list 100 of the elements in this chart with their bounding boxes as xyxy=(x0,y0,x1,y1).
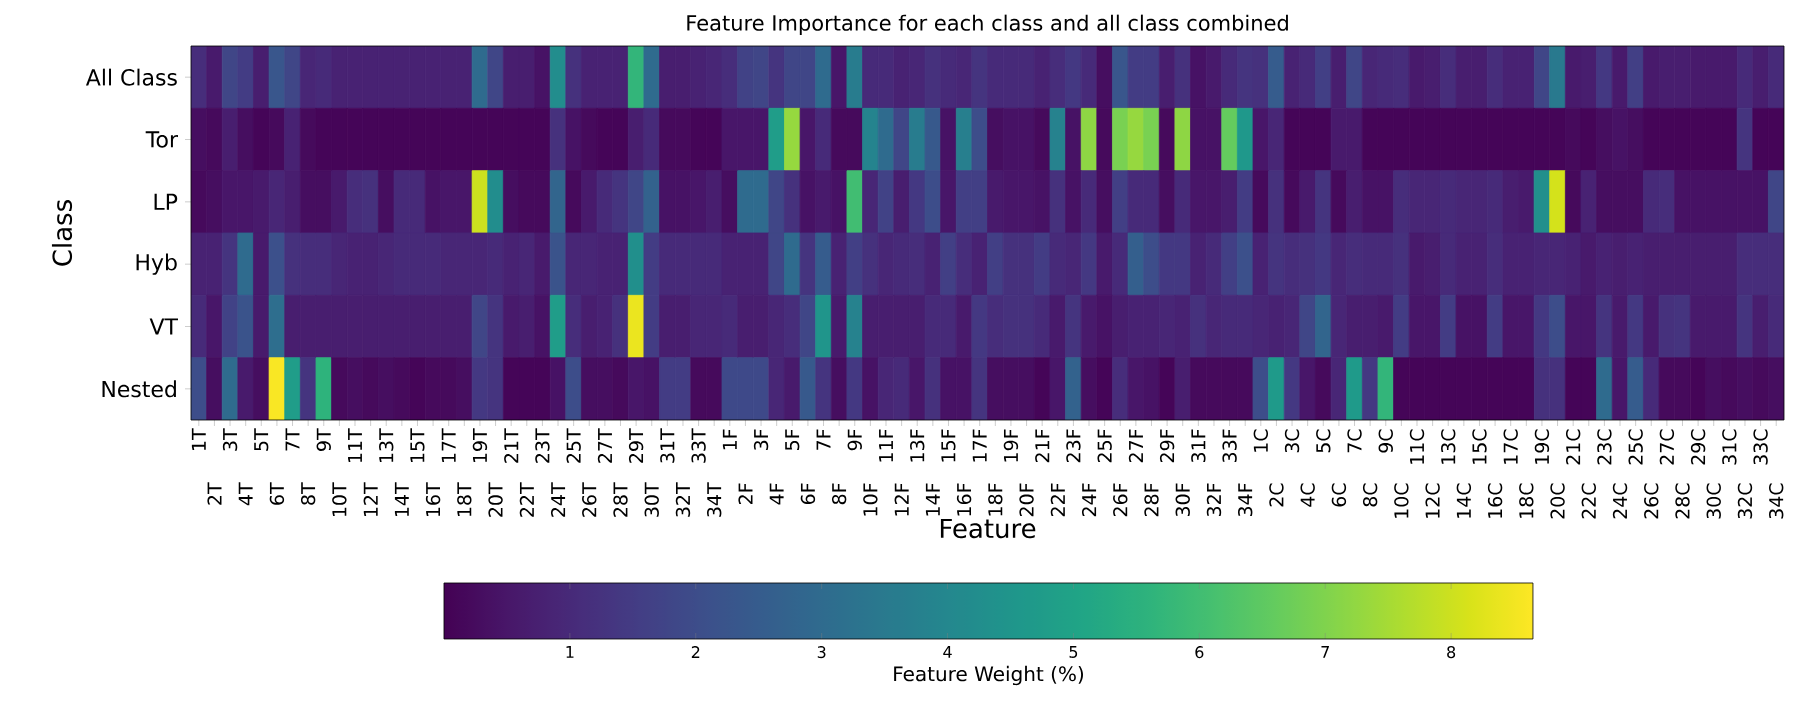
x-tick-label: 22F xyxy=(1050,483,1065,517)
x-tick-label: 33F xyxy=(1222,429,1237,463)
x-tick-label: 18T xyxy=(457,482,472,517)
x-tick-label: 23C xyxy=(1597,429,1612,465)
x-tick-label: 27T xyxy=(597,428,612,463)
x-tick-label: 22T xyxy=(519,482,534,517)
x-tick-label: 25C xyxy=(1628,429,1643,465)
x-tick-label: 24F xyxy=(1081,483,1097,517)
x-tick-label: 34C xyxy=(1769,483,1784,519)
x-tick-label: 32C xyxy=(1737,483,1753,519)
x-tick-label: 2T xyxy=(207,482,222,505)
x-tick-label: 17F xyxy=(972,429,987,462)
color-bar-label: 7 xyxy=(1321,646,1329,658)
x-tick-label: 20T xyxy=(488,482,503,517)
x-tick-label: 13F xyxy=(910,429,925,462)
x-tick-label: 8F xyxy=(831,483,847,505)
color-bar-title: Feature Weight (%) xyxy=(894,665,1084,686)
y-tick-label: Tor xyxy=(145,131,178,148)
y-axis-title: Class xyxy=(51,200,73,266)
x-tick-label: 3C xyxy=(1284,429,1300,453)
x-tick-label: 13C xyxy=(1441,429,1456,464)
x-tick-label: 14F xyxy=(925,483,940,516)
x-tick-label: 26C xyxy=(1644,483,1659,519)
x-tick-label: 9C xyxy=(1378,429,1393,453)
color-bar-label: 1 xyxy=(566,646,574,658)
x-tick-label: 11F xyxy=(879,429,893,462)
x-tick-label: 12F xyxy=(894,483,909,516)
x-tick-label: 28F xyxy=(1144,483,1159,517)
chart-title: Feature Importance for each class and all class combined xyxy=(687,14,1288,35)
x-tick-label: 29C xyxy=(1690,429,1706,465)
x-tick-label: 33T xyxy=(691,428,706,463)
x-tick-label: 31F xyxy=(1191,429,1206,463)
x-tick-label: 5C xyxy=(1316,429,1331,453)
x-tick-label: 4F xyxy=(769,483,784,505)
x-tick-label: 21C xyxy=(1565,429,1581,465)
x-tick-label: 21T xyxy=(504,428,519,463)
x-tick-label: 34T xyxy=(707,482,722,517)
x-tick-label: 23F xyxy=(1066,429,1081,463)
color-bar-label: 2 xyxy=(691,646,700,658)
x-tick-label: 12T xyxy=(363,482,378,517)
x-tick-label: 11C xyxy=(1409,429,1425,464)
x-tick-label: 4C xyxy=(1300,483,1315,507)
x-tick-label: 15T xyxy=(410,428,425,463)
x-tick-label: 2F xyxy=(738,483,753,505)
x-tick-label: 31C xyxy=(1722,429,1737,465)
x-tick-label: 9T xyxy=(316,428,331,451)
color-bar-label: 8 xyxy=(1447,646,1456,659)
x-tick-label: 16F xyxy=(956,483,972,516)
x-tick-label: 28T xyxy=(613,482,628,517)
x-tick-label: 19F xyxy=(1003,429,1019,462)
x-tick-label: 10C xyxy=(1394,483,1409,518)
x-tick-label: 5T xyxy=(254,428,269,451)
x-tick-label: 13T xyxy=(379,428,394,463)
x-tick-label: 18C xyxy=(1519,483,1534,518)
x-tick-label: 33C xyxy=(1753,429,1768,465)
x-tick-label: 17T xyxy=(441,428,456,463)
x-tick-label: 18F xyxy=(988,483,1003,516)
x-tick-label: 3F xyxy=(753,429,769,450)
y-tick-label: VT xyxy=(149,318,178,335)
x-tick-label: 7F xyxy=(816,429,831,450)
x-tick-label: 32T xyxy=(675,482,691,517)
x-tick-label: 8C xyxy=(1362,483,1378,507)
x-tick-label: 15C xyxy=(1472,429,1487,464)
x-tick-label: 14T xyxy=(394,482,409,517)
x-tick-label: 10F xyxy=(863,483,878,516)
x-tick-label: 8T xyxy=(300,482,316,505)
x-tick-label: 29T xyxy=(628,428,644,463)
x-tick-label: 7T xyxy=(285,428,300,451)
x-tick-label: 30C xyxy=(1706,483,1721,519)
color-bar-label: 3 xyxy=(817,646,826,659)
x-tick-label: 19T xyxy=(472,428,488,463)
x-tick-label: 32F xyxy=(1206,483,1222,517)
y-tick-label: Nested xyxy=(102,380,176,398)
x-tick-label: 24C xyxy=(1612,483,1628,519)
x-tick-label: 2C xyxy=(1269,483,1284,507)
x-tick-label: 9F xyxy=(847,429,862,451)
x-tick-label: 21F xyxy=(1035,429,1050,463)
y-tick-label: Hyb xyxy=(136,253,177,275)
x-tick-label: 1T xyxy=(191,428,206,450)
x-tick-label: 24T xyxy=(550,482,566,517)
x-tick-label: 30T xyxy=(644,482,659,517)
x-tick-label: 19C xyxy=(1534,429,1550,464)
x-tick-label: 27C xyxy=(1659,429,1675,465)
x-tick-label: 28C xyxy=(1675,483,1690,519)
x-tick-label: 1F xyxy=(722,429,737,450)
color-bar-label: 6 xyxy=(1195,646,1204,659)
x-tick-label: 14C xyxy=(1456,483,1472,518)
x-tick-label: 1C xyxy=(1253,429,1269,452)
x-tick-label: 29F xyxy=(1159,429,1175,463)
x-tick-label: 15F xyxy=(941,429,956,462)
x-axis-title: Feature xyxy=(940,518,1036,539)
x-tick-label: 16C xyxy=(1487,483,1503,518)
x-tick-label: 20F xyxy=(1019,483,1034,517)
x-tick-label: 10T xyxy=(332,482,347,517)
x-tick-label: 12C xyxy=(1425,483,1440,518)
x-tick-label: 16T xyxy=(425,482,441,517)
x-tick-label: 17C xyxy=(1503,429,1518,464)
x-tick-label: 20C xyxy=(1550,483,1565,519)
x-tick-label: 7C xyxy=(1347,429,1362,453)
x-tick-label: 31T xyxy=(660,428,675,463)
